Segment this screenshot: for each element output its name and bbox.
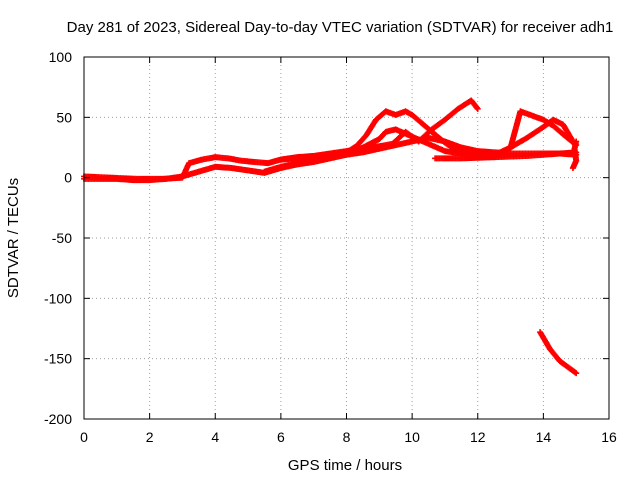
chart-title: Day 281 of 2023, Sidereal Day-to-day VTE… bbox=[67, 19, 614, 36]
y-tick-label: -150 bbox=[44, 351, 72, 367]
x-tick-label: 10 bbox=[404, 429, 420, 445]
data-point bbox=[573, 138, 580, 145]
y-tick-layer: -200 -150 -100 -50 0 50 100 bbox=[44, 49, 609, 427]
y-tick-label: -50 bbox=[52, 230, 72, 246]
series-track-7 bbox=[569, 138, 580, 172]
x-tick-label: 14 bbox=[536, 429, 552, 445]
x-tick-layer: 0 2 4 6 8 10 12 14 16 bbox=[80, 57, 617, 445]
y-tick-label: -200 bbox=[44, 411, 72, 427]
x-tick-label: 8 bbox=[343, 429, 351, 445]
data-point bbox=[474, 105, 481, 112]
x-tick-label: 16 bbox=[601, 429, 617, 445]
x-tick-label: 2 bbox=[146, 429, 154, 445]
x-axis-label: GPS time / hours bbox=[288, 457, 402, 474]
y-tick-label: 100 bbox=[49, 49, 73, 65]
x-tick-label: 4 bbox=[211, 429, 219, 445]
y-axis-label: SDTVAR / TECUs bbox=[5, 178, 22, 298]
y-tick-label: 0 bbox=[64, 170, 72, 186]
data-point bbox=[572, 369, 579, 376]
y-tick-label: 50 bbox=[56, 109, 72, 125]
data-layer bbox=[81, 97, 580, 377]
x-tick-label: 12 bbox=[470, 429, 486, 445]
data-point bbox=[473, 104, 480, 111]
data-point bbox=[573, 370, 580, 377]
series-track-6 bbox=[537, 329, 580, 377]
x-tick-label: 0 bbox=[80, 429, 88, 445]
y-tick-label: -100 bbox=[44, 290, 72, 306]
x-tick-label: 6 bbox=[277, 429, 285, 445]
